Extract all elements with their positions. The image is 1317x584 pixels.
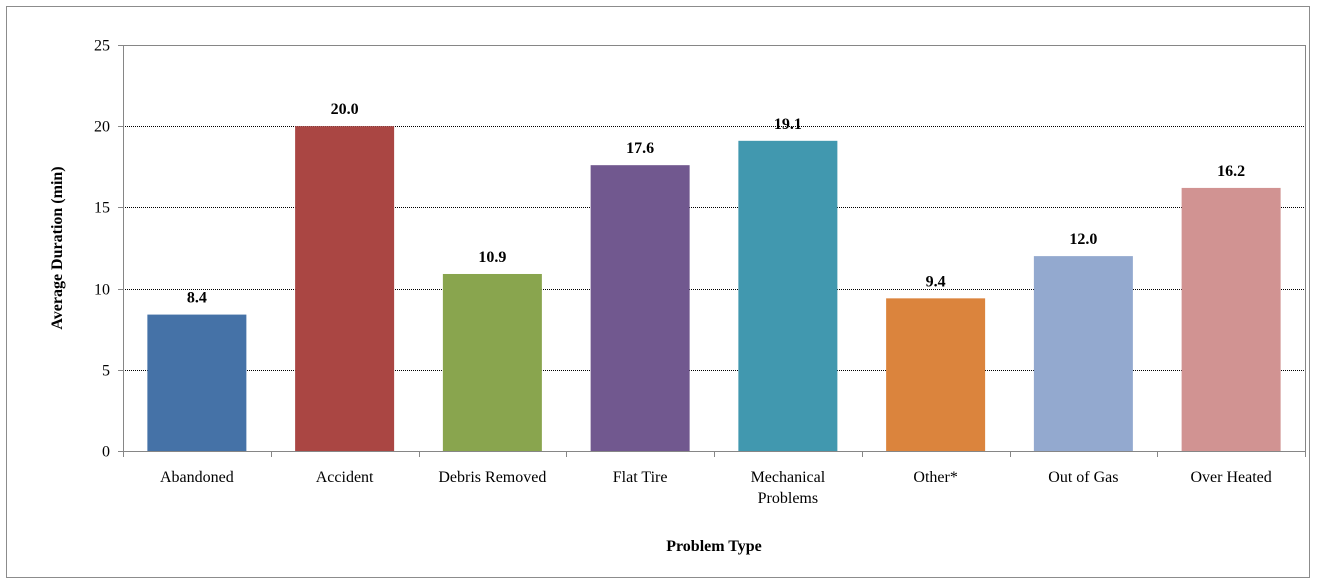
y-tick-label: 15 (94, 200, 110, 217)
y-tick-label: 0 (102, 444, 110, 461)
y-tick-label: 10 (94, 282, 110, 299)
data-label: 10.9 (478, 249, 506, 266)
y-tick-label: 5 (102, 363, 110, 380)
x-category-label: Mechanical (751, 469, 826, 486)
x-category-label: Abandoned (160, 469, 234, 486)
y-tick-label: 25 (94, 38, 110, 55)
labels: 0 5 10 15 20 25 8.4 Abandoned 20.0 Accident 10.9 De… (94, 38, 1272, 508)
x-category-label: Accident (316, 469, 374, 486)
x-category-label: Other* (913, 469, 957, 486)
data-label: 8.4 (187, 290, 207, 307)
x-category-label: Debris Removed (438, 469, 546, 486)
y-tick-label: 20 (94, 119, 110, 136)
bar (1033, 256, 1133, 451)
x-category-label: Problems (758, 490, 818, 507)
bar (147, 314, 247, 451)
x-category-label: Over Heated (1190, 469, 1271, 486)
x-axis-title: Problem Type (666, 538, 762, 555)
bar (886, 298, 986, 451)
data-label: 17.6 (626, 140, 654, 157)
data-label: 20.0 (331, 101, 359, 118)
axes (118, 45, 1306, 457)
bar (1181, 187, 1281, 452)
data-label: 19.1 (774, 116, 802, 133)
bars (147, 126, 1281, 452)
bar (442, 273, 542, 451)
y-axis-title: Average Duration (min) (49, 166, 66, 329)
bar (295, 126, 395, 451)
data-label: 16.2 (1217, 163, 1245, 180)
x-category-label: Out of Gas (1048, 469, 1118, 486)
bar (738, 140, 838, 452)
data-label: 9.4 (926, 273, 946, 290)
data-label: 12.0 (1069, 231, 1097, 248)
bar (590, 165, 690, 451)
x-category-label: Flat Tire (613, 469, 668, 486)
